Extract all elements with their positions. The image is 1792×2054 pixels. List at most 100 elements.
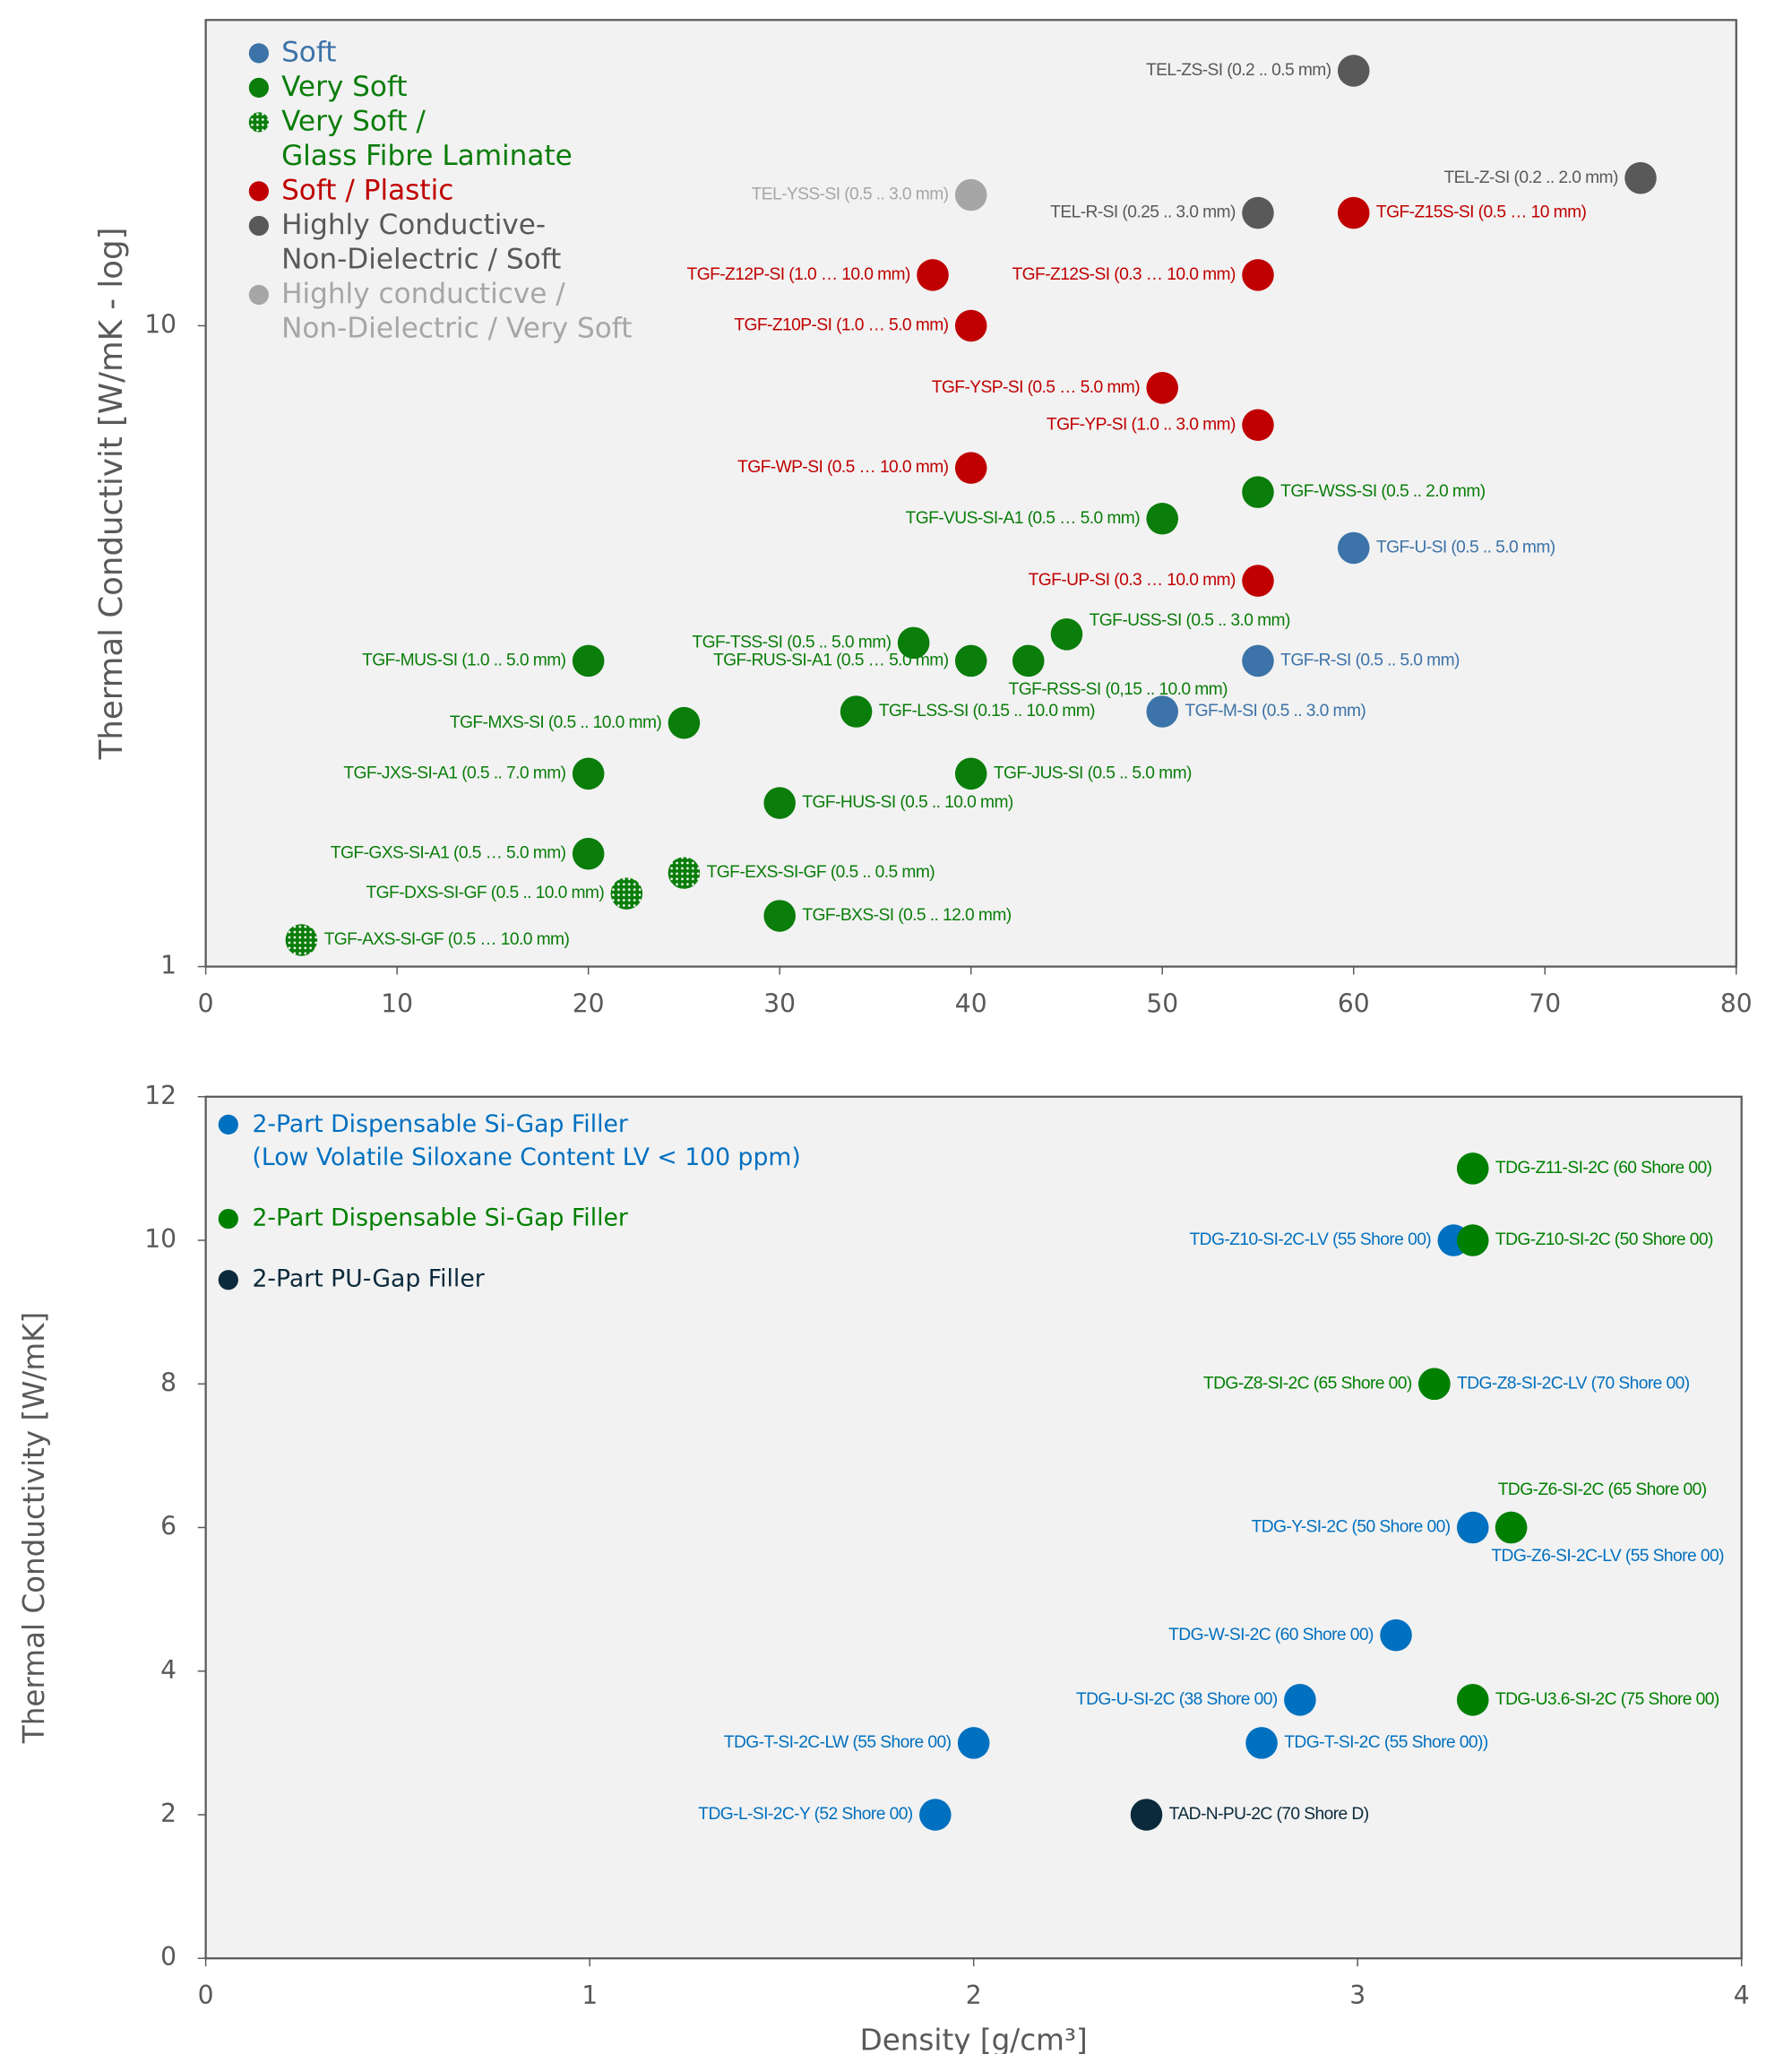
x-tick-label: 4 [1734,1981,1750,2010]
point-label: TGF-GXS-SI-A1 (0.5 … 5.0 mm) [331,844,566,863]
y-tick-label: 6 [160,1512,177,1541]
point [1146,695,1178,728]
point [668,706,701,739]
point-label: TGF-Z15S-SI (0.5 … 10 mm) [1376,203,1587,222]
point-label: TDG-U-SI-2C (38 Shore 00) [1076,1690,1278,1709]
y-tick-label: 1 [160,951,177,980]
point-label: TGF-LSS-SI (0.15 .. 10.0 mm) [879,702,1095,721]
x-tick-label: 0 [198,989,214,1019]
point [1380,1618,1412,1652]
point-label: TGF-WSS-SI (0.5 .. 2.0 mm) [1280,482,1486,501]
point [1624,161,1657,194]
legend-marker [248,43,269,64]
point-label: TGF-RUS-SI-A1 (0.5 … 5.0 mm) [713,651,949,669]
point [1418,1368,1451,1401]
point-label: TGF-JXS-SI-A1 (0.5 .. 7.0 mm) [343,764,565,782]
y-tick-label: 2 [160,1799,177,1828]
point [1284,1684,1316,1716]
point-label: TDG-L-SI-2C-Y (52 Shore 00) [698,1805,913,1824]
point [610,877,643,910]
legend-label: Very Soft [281,71,407,103]
point [763,787,796,819]
point-label: TGF-UP-SI (0.3 … 10.0 mm) [1029,571,1236,590]
y-tick-label: 10 [144,309,177,339]
point [572,644,605,677]
point-label: TGF-BXS-SI (0.5 .. 12.0 mm) [802,906,1011,925]
point [1146,372,1178,404]
point [1495,1511,1528,1544]
legend-label: Highly Conductive-Non-Dielectric / Soft [281,209,561,276]
x-tick-label: 40 [955,989,987,1019]
point [1337,531,1370,565]
point [1242,409,1274,442]
point [1050,618,1083,651]
point [763,900,796,932]
point [954,757,987,790]
point-label: TGF-TSS-SI (0.5 .. 5.0 mm) [692,633,891,652]
point-label: TGF-U-SI (0.5 .. 5.0 mm) [1376,539,1555,557]
point [957,1727,990,1759]
x-tick-label: 2 [966,1981,982,2010]
legend-label: 2-Part Dispensable Si-Gap Filler [252,1204,627,1232]
point [1242,259,1274,291]
legend-line: Highly conducticve / [281,278,565,310]
legend-line: Non-Dielectric / Very Soft [281,312,632,344]
x-tick-label: 20 [573,989,605,1019]
point [1456,1152,1489,1185]
x-tick-label: 10 [381,989,413,1019]
point-label: TGF-WP-SI (0.5 … 10.0 mm) [737,458,949,477]
legend-label: 2-Part Dispensable Si-Gap Filler (Low Vol… [252,1109,800,1170]
legend-marker [218,1270,238,1290]
point-label: TGF-DXS-SI-GF (0.5 .. 10.0 mm) [366,884,605,902]
legend-marker [218,1114,238,1135]
point [917,259,949,291]
y-axis-label: Thermal Conductivity [W/mK] [17,1312,51,1744]
point [1242,644,1274,677]
point [572,837,605,870]
point [954,644,987,677]
point [1242,196,1274,229]
y-tick-label: 12 [144,1081,177,1110]
y-tick-label: 0 [160,1942,177,1972]
point-label: TDG-Z8-SI-2C (65 Shore 00) [1203,1374,1412,1393]
point [954,452,987,484]
legend-line: Very Soft / [281,105,426,137]
point-label: TGF-YSP-SI (0.5 … 5.0 mm) [932,378,1140,397]
point-label: TGF-JUS-SI (0.5 .. 5.0 mm) [994,764,1192,782]
legend-line: 2-Part Dispensable Si-Gap Filler [252,1109,627,1137]
point-label: TGF-HUS-SI (0.5 .. 10.0 mm) [802,793,1013,812]
point [1456,1224,1489,1256]
legend-marker [248,112,269,133]
point-label: TGF-M-SI (0.5 .. 3.0 mm) [1185,702,1366,721]
legend-line: (Low Volatile Siloxane Content LV < 100 … [252,1143,800,1170]
point-label: TDG-Z10-SI-2C-LV (55 Shore 00) [1189,1230,1431,1249]
point [1456,1684,1489,1716]
legend-label: Highly conducticve / Non-Dielectric / Ver… [281,278,632,345]
point [285,924,318,956]
point [897,626,930,660]
point-label: TDG-T-SI-2C (55 Shore 00)) [1284,1733,1488,1752]
point-label: TAD-N-PU-2C (70 Shore D) [1169,1805,1369,1824]
x-tick-label: 30 [763,989,796,1019]
point-label: TGF-VUS-SI-A1 (0.5 … 5.0 mm) [906,509,1141,528]
point [1130,1799,1163,1831]
x-tick-label: 70 [1529,989,1561,1019]
plot-area [204,19,1737,968]
point [1456,1511,1489,1544]
point-label: TEL-YSS-SI (0.5 .. 3.0 mm) [752,186,949,204]
y-tick-label: 4 [160,1655,177,1685]
y-tick-label: 8 [160,1368,177,1397]
legend-label: 2-Part PU-Gap Filler [252,1265,484,1293]
point-label: TGF-EXS-SI-GF (0.5 .. 0.5 mm) [707,863,935,882]
x-tick-label: 60 [1338,989,1370,1019]
legend-label: Soft [281,36,336,68]
point-label: TEL-R-SI (0.25 .. 3.0 mm) [1050,203,1236,222]
point-label: TGF-YP-SI (1.0 .. 3.0 mm) [1047,415,1236,434]
point [919,1799,952,1831]
point-label: TDG-Z6-SI-2C-LV (55 Shore 00) [1491,1547,1724,1566]
point-label: TDG-Z10-SI-2C (50 Shore 00) [1495,1230,1713,1249]
legend-marker [248,181,269,202]
point [1245,1727,1278,1759]
point [954,309,987,342]
